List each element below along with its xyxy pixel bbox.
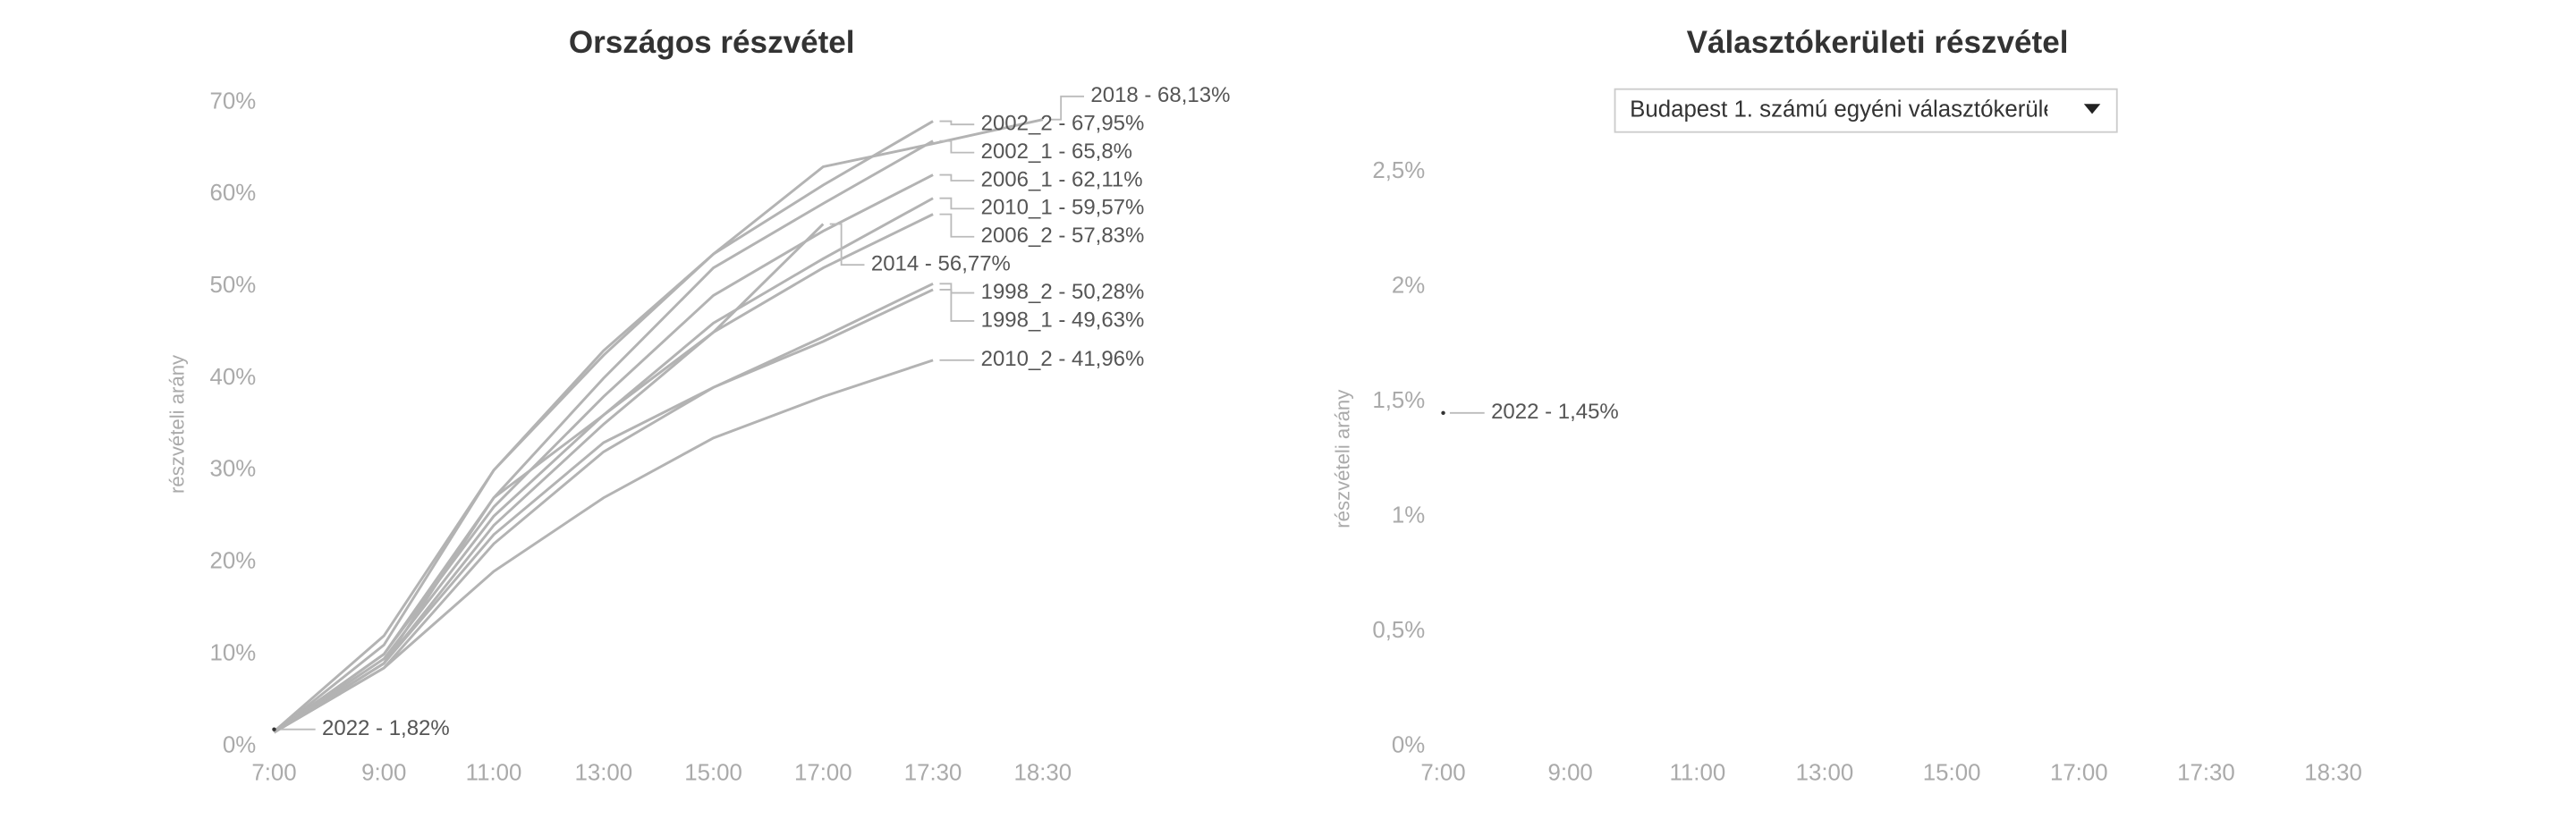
y-tick-label: 10%	[209, 640, 256, 665]
y-tick-label: 70%	[209, 89, 256, 114]
x-tick-label: 13:00	[574, 761, 632, 786]
series-label: 2002_1 - 65,8%	[981, 139, 1132, 164]
series-label: 1998_2 - 50,28%	[981, 280, 1145, 304]
y-tick-label: 1,5%	[1372, 388, 1425, 413]
x-tick-label: 11:00	[1669, 761, 1725, 786]
y-tick-label: 0,5%	[1372, 618, 1425, 643]
y-axis-label: részvételi arány	[1332, 389, 1354, 528]
x-tick-label: 9:00	[361, 761, 406, 786]
y-tick-label: 0%	[223, 732, 256, 757]
series-label: 2006_1 - 62,11%	[981, 167, 1143, 191]
leader-line	[939, 213, 975, 238]
chart-title: Választókerületi részvétel	[1687, 25, 2069, 60]
series-label: 2014 - 56,77%	[871, 251, 1011, 275]
y-tick-label: 2%	[1392, 273, 1425, 298]
y-tick-label: 2,5%	[1372, 158, 1425, 183]
y-tick-label: 50%	[209, 273, 256, 298]
x-tick-label: 17:00	[2050, 761, 2108, 786]
dropdown[interactable]: Budapest 1. számú egyéni választókerület	[1614, 88, 2118, 133]
leader-line	[939, 283, 975, 294]
series-label: 2022 - 1,45%	[1491, 400, 1619, 424]
chart-title: Országos részvétel	[569, 25, 855, 60]
leader-line	[829, 223, 865, 266]
y-tick-label: 30%	[209, 457, 256, 482]
leader-line	[939, 120, 975, 126]
series-label: 2022 - 1,82%	[322, 716, 450, 740]
dropdown-text[interactable]: Budapest 1. számú egyéni választókerület	[1630, 97, 2063, 123]
series-line	[273, 173, 934, 734]
x-tick-label: 7:00	[1420, 761, 1465, 786]
leader-line	[1049, 95, 1085, 121]
series-label: 2002_2 - 67,95%	[981, 112, 1145, 136]
series-line	[273, 223, 825, 734]
x-tick-label: 9:00	[1548, 761, 1593, 786]
x-tick-label: 15:00	[1923, 761, 1981, 786]
x-tick-label: 7:00	[251, 761, 296, 786]
leader-line	[939, 139, 975, 154]
y-tick-label: 0%	[1392, 732, 1425, 757]
series-line	[273, 120, 934, 734]
series-point	[272, 727, 276, 731]
dropdown-arrow[interactable]	[2083, 104, 2101, 114]
series-label: 2006_2 - 57,83%	[981, 224, 1145, 248]
series-label: 2010_2 - 41,96%	[981, 347, 1145, 371]
series-point	[1441, 410, 1445, 416]
x-tick-label: 18:30	[1014, 761, 1072, 786]
y-tick-label: 1%	[1392, 503, 1425, 528]
x-tick-label: 18:30	[2304, 761, 2362, 786]
leader-line	[939, 289, 975, 322]
y-tick-label: 20%	[209, 549, 256, 574]
series-label: 2010_1 - 59,57%	[981, 196, 1145, 220]
series-line	[273, 118, 1044, 733]
x-tick-label: 13:00	[1796, 761, 1854, 786]
y-tick-label: 60%	[209, 181, 256, 206]
series-line	[273, 282, 934, 734]
x-tick-label: 17:00	[794, 761, 852, 786]
leader-line	[939, 173, 975, 182]
x-tick-label: 17:30	[904, 761, 962, 786]
y-tick-label: 40%	[209, 365, 256, 390]
x-tick-label: 17:30	[2177, 761, 2235, 786]
series-line	[273, 359, 934, 734]
x-tick-label: 15:00	[684, 761, 742, 786]
y-axis-label: részvételi arány	[165, 354, 188, 494]
dropdown-box[interactable]	[1614, 88, 2118, 133]
series-label: 2018 - 68,13%	[1090, 83, 1230, 107]
leader-line	[939, 197, 975, 210]
x-tick-label: 11:00	[466, 761, 522, 786]
series-label: 1998_1 - 49,63%	[981, 308, 1145, 332]
